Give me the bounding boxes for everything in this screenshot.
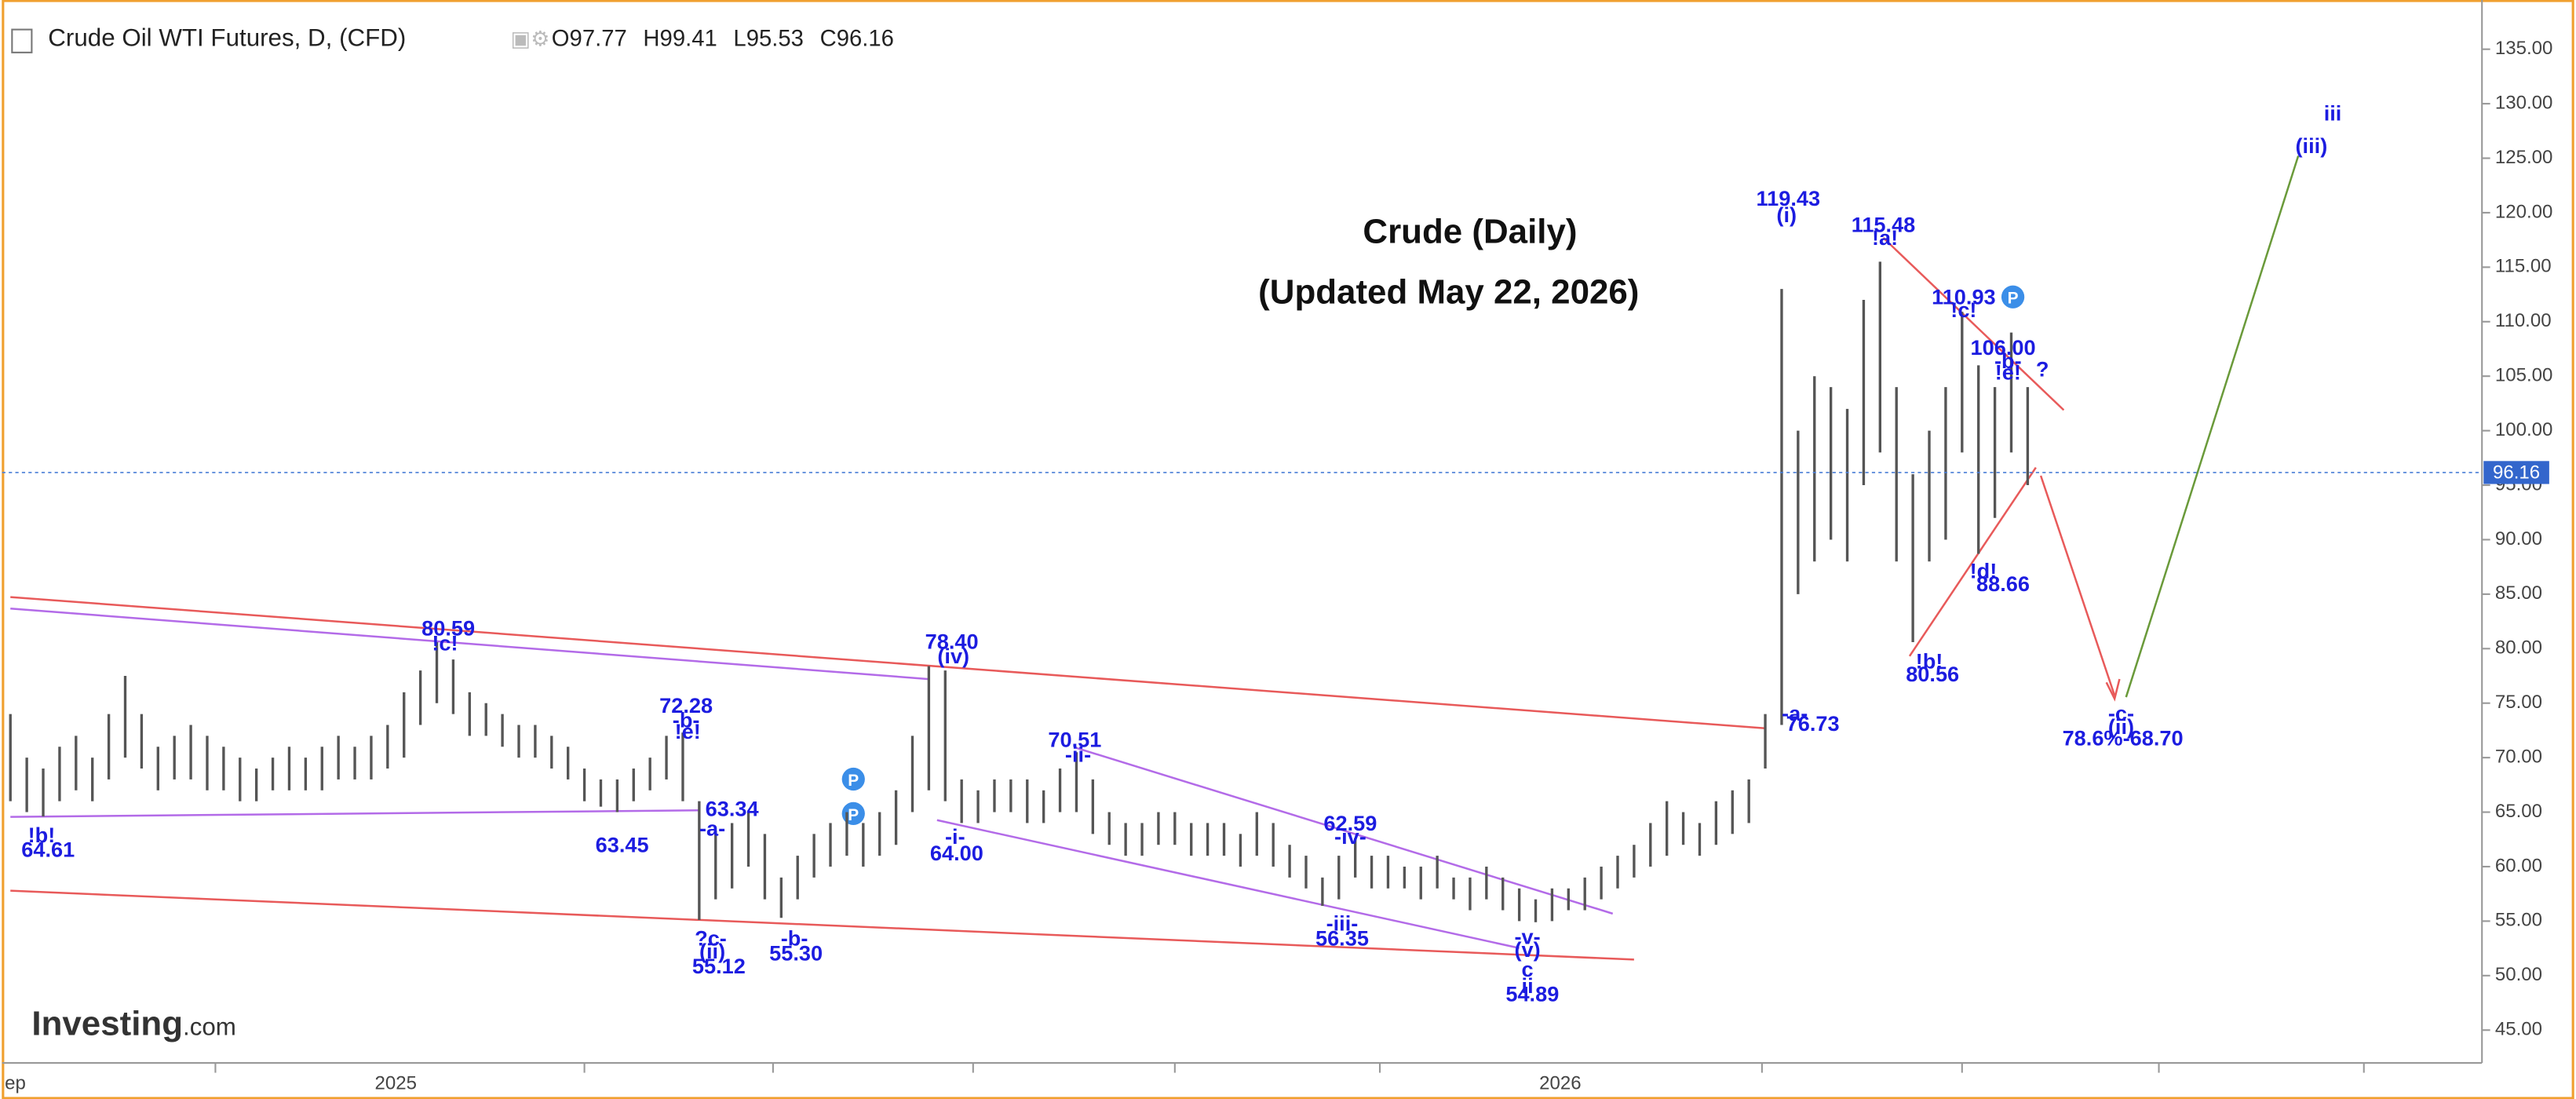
ohlc-low: 95.53 (746, 27, 804, 52)
y-tick-label: 110.00 (2495, 310, 2552, 331)
y-tick-label: 85.00 (2495, 582, 2542, 604)
ohlc-letter: C (820, 27, 837, 52)
x-tick-label: 2026 (1539, 1073, 1581, 1094)
wave-label: 63.34 (706, 796, 759, 820)
wave-label: -b- (1994, 349, 2022, 373)
wave-label: (i) (1776, 203, 1797, 227)
y-tick-label: 50.00 (2495, 964, 2542, 985)
wave-label: -i- (945, 824, 965, 849)
y-tick-label: 45.00 (2495, 1019, 2542, 1040)
wave-label: 115.48 (1852, 213, 1916, 237)
y-tick-label: 115.00 (2495, 256, 2552, 277)
wave-label: 55.12 (692, 954, 746, 978)
wave-label: 78.40 (925, 629, 979, 653)
watermark-name: Investing (31, 1005, 183, 1043)
wave-label: -iii- (1326, 911, 1359, 936)
wave-label: (ii) (2108, 714, 2134, 739)
y-tick-label: 60.00 (2495, 855, 2542, 876)
last-price-label: 96.16 (2493, 462, 2540, 483)
x-tick-label: ep (5, 1073, 26, 1094)
y-tick-label: 75.00 (2495, 692, 2542, 713)
wave-label: 106.00 (1971, 335, 2036, 360)
wave-label: -iv- (1334, 824, 1366, 849)
wave-label: (iii) (2296, 133, 2328, 158)
y-tick-label: 135.00 (2495, 38, 2552, 59)
ohlc-letter: O (552, 27, 570, 52)
wave-label: -b- (781, 926, 808, 950)
wave-label: ? (2036, 356, 2049, 381)
y-tick-label: 130.00 (2495, 92, 2552, 113)
wave-label: c (1522, 957, 1534, 981)
wave-label: 88.66 (1976, 571, 2030, 596)
wave-label: (v) (1514, 937, 1540, 962)
wave-label: -ii- (1065, 742, 1091, 766)
wave-label: 55.30 (769, 940, 823, 965)
wave-label: 62.59 (1323, 811, 1377, 835)
wave-label: 70.51 (1048, 728, 1101, 752)
wave-label: !e! (1995, 360, 2021, 385)
wave-label: 64.61 (21, 838, 75, 862)
collapse-icon[interactable] (11, 28, 33, 53)
wave-label: !c! (1950, 298, 1976, 322)
wave-label: 54.89 (1505, 982, 1559, 1006)
chart-subtitle: (Updated May 22, 2026) (1258, 273, 1639, 312)
wave-label: 56.35 (1315, 926, 1369, 950)
x-tick-label: 2025 (375, 1073, 417, 1094)
toolbar-icons[interactable]: ▣⚙ (511, 27, 550, 51)
last-price-tag (2483, 461, 2549, 484)
svg-text:P: P (2008, 290, 2019, 308)
wave-label: !e! (675, 719, 701, 743)
wave-label: 78.6%-68.70 (2063, 726, 2184, 750)
ohlc-letter: L (733, 27, 746, 52)
y-tick-label: 70.00 (2495, 746, 2542, 767)
watermark: Investing.com (31, 1005, 236, 1043)
ohlc-high: 99.41 (660, 27, 717, 52)
wave-label: -a- (1782, 701, 1808, 725)
y-tick-label: 125.00 (2495, 147, 2552, 168)
wave-label: !c! (432, 630, 458, 655)
trend-lines (10, 155, 2300, 961)
wave-label: 76.73 (1786, 711, 1840, 736)
wave-label: iii (2324, 100, 2342, 125)
wave-label: 80.59 (421, 616, 475, 641)
wave-label: (iv) (937, 644, 969, 668)
y-tick-label: 55.00 (2495, 910, 2542, 931)
wave-label: 119.43 (1757, 186, 1821, 210)
wave-label: !a! (1872, 225, 1898, 250)
watermark-suffix: .com (183, 1013, 236, 1041)
wave-label: 64.00 (930, 841, 983, 865)
wave-label: ii (1522, 973, 1534, 998)
wave-label: ?c- (695, 926, 727, 950)
y-tick-label: 90.00 (2495, 528, 2542, 550)
chart-title: Crude (Daily) (1363, 212, 1577, 250)
ohlc-letter: H (643, 27, 659, 52)
wave-label: !b! (1916, 648, 1943, 673)
wave-label: 63.45 (596, 832, 649, 856)
wave-label: -b- (673, 708, 700, 732)
wave-label: (ii) (699, 939, 725, 963)
symbol: Crude Oil WTI Futures, D, (CFD) (48, 24, 406, 52)
wave-label: !b! (28, 823, 56, 847)
x-tick-marks (214, 1063, 2365, 1073)
wave-label: 110.93 (1932, 284, 1996, 309)
ohlc-close: 96.16 (837, 27, 894, 52)
y-tick-label: 80.00 (2495, 637, 2542, 659)
ohlc-values: O97.77 H99.41 L95.53 C96.16 (552, 27, 894, 52)
y-tick-label: 100.00 (2495, 419, 2552, 440)
wave-label: 80.56 (1906, 662, 1959, 686)
wave-label: -a- (699, 816, 725, 840)
y-tick-label: 65.00 (2495, 801, 2542, 822)
wave-label: !d! (1970, 558, 1998, 582)
y-tick-label: 105.00 (2495, 365, 2552, 386)
wave-label: -v- (1514, 924, 1540, 948)
svg-text:P: P (848, 806, 859, 824)
wave-label: -c- (2108, 701, 2134, 725)
wave-label: 72.28 (659, 693, 713, 717)
pivot-icons: P P P (841, 285, 2025, 826)
svg-text:P: P (848, 772, 859, 790)
y-tick-label: 120.00 (2495, 201, 2552, 222)
ohlc-open: 97.77 (570, 27, 627, 52)
